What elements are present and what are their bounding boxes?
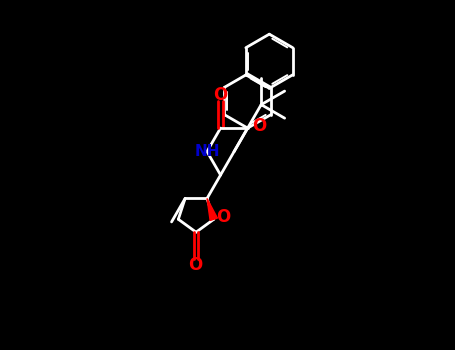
Text: O: O	[213, 86, 228, 104]
Text: NH: NH	[194, 144, 220, 159]
Polygon shape	[207, 198, 217, 220]
Text: O: O	[252, 117, 266, 135]
Text: O: O	[216, 208, 230, 226]
Text: O: O	[188, 257, 202, 274]
